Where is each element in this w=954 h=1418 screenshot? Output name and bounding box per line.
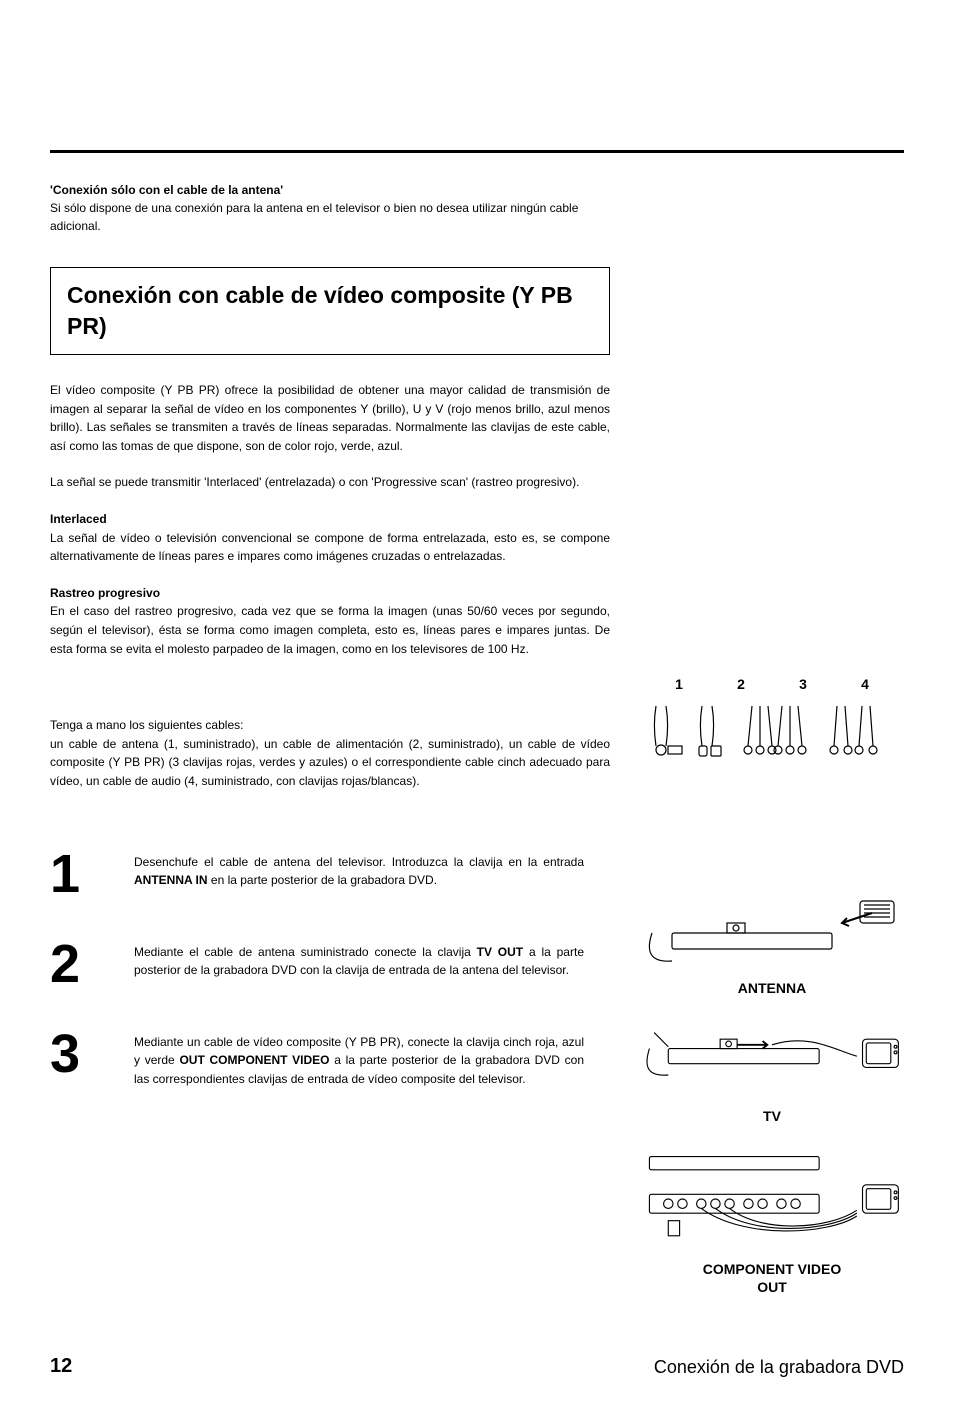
steps-list: 1 Desenchufe el cable de antena del tele… [50,847,610,1089]
step-1: 1 Desenchufe el cable de antena del tele… [50,847,610,901]
antenna-diagram-icon [640,893,904,973]
intro-title: 'Conexión sólo con el cable de la antena… [50,183,283,197]
component-label-2: OUT [640,1279,904,1295]
section-title: Conexión con cable de vídeo composite (Y… [67,280,593,342]
interlaced-block: Interlaced La señal de vídeo o televisió… [50,510,610,566]
paragraph-4: En el caso del rastreo progresivo, cada … [50,604,610,655]
intro-block: 'Conexión sólo con el cable de la antena… [50,181,610,235]
tv-label: TV [640,1108,904,1124]
cable-num-4: 4 [861,676,869,692]
step-text: Mediante un cable de vídeo composite (Y … [134,1027,584,1089]
cable-diagram-icon [640,698,904,768]
step-number: 2 [50,937,106,991]
horizontal-rule [50,150,904,153]
component-label-1: COMPONENT VIDEO [640,1261,904,1277]
paragraph-3: La señal de vídeo o televisión convencio… [50,531,610,564]
rastreo-block: Rastreo progresivo En el caso del rastre… [50,584,610,658]
footer-title: Conexión de la grabadora DVD [654,1357,904,1378]
antenna-label: ANTENNA [640,980,904,996]
page-number: 12 [50,1355,72,1378]
cables-intro: Tenga a mano los siguientes cables: [50,718,243,732]
cable-num-1: 1 [675,676,683,692]
footer: 12 Conexión de la grabadora DVD [50,1355,904,1378]
component-diagram-icon [640,1144,904,1254]
step-number: 3 [50,1027,106,1081]
step-3: 3 Mediante un cable de vídeo composite (… [50,1027,610,1089]
tv-diagram-icon [640,1016,904,1101]
cable-numbers: 1 2 3 4 [640,676,904,692]
step-number: 1 [50,847,106,901]
cable-num-2: 2 [737,676,745,692]
paragraph-1: El vídeo composite (Y PB PR) ofrece la p… [50,381,610,455]
cables-text: un cable de antena (1, suministrado), un… [50,737,610,788]
section-title-box: Conexión con cable de vídeo composite (Y… [50,267,610,355]
step-text: Desenchufe el cable de antena del televi… [134,847,584,890]
paragraph-2: La señal se puede transmitir 'Interlaced… [50,473,610,492]
cables-block: Tenga a mano los siguientes cables: un c… [50,716,610,790]
intro-text: Si sólo dispone de una conexión para la … [50,201,578,233]
step-text: Mediante el cable de antena suministrado… [134,937,584,980]
step-2: 2 Mediante el cable de antena suministra… [50,937,610,991]
rastreo-label: Rastreo progresivo [50,586,160,600]
interlaced-label: Interlaced [50,512,107,526]
cable-num-3: 3 [799,676,807,692]
